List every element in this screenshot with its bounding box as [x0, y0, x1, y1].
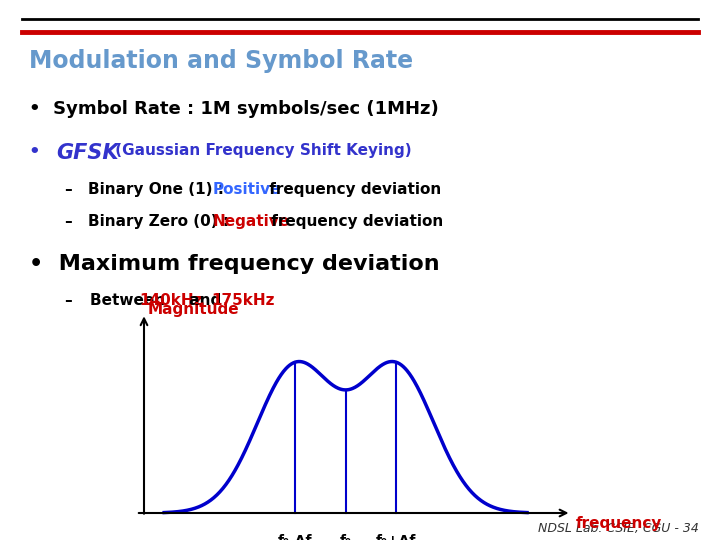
Text: Magnitude: Magnitude	[148, 302, 240, 317]
Text: –: –	[65, 214, 83, 230]
Text: Binary One (1) :: Binary One (1) :	[88, 182, 229, 197]
Text: •  Maximum frequency deviation: • Maximum frequency deviation	[29, 254, 439, 274]
Text: NDSL Lab. CSIE, CGU - 34: NDSL Lab. CSIE, CGU - 34	[538, 522, 698, 535]
Text: Modulation and Symbol Rate: Modulation and Symbol Rate	[29, 49, 413, 72]
Text: •  Symbol Rate : 1M symbols/sec (1MHz): • Symbol Rate : 1M symbols/sec (1MHz)	[29, 100, 438, 118]
Text: Negative: Negative	[212, 214, 289, 230]
Text: GFSK: GFSK	[56, 143, 119, 163]
Text: Between: Between	[90, 293, 171, 308]
Text: f₀: f₀	[340, 535, 351, 540]
Text: –: –	[65, 293, 83, 308]
Text: Binary Zero (0) :: Binary Zero (0) :	[88, 214, 234, 230]
Text: •: •	[29, 143, 53, 161]
Text: f₀+Δf: f₀+Δf	[376, 535, 416, 540]
Text: frequency deviation: frequency deviation	[264, 182, 441, 197]
Text: Positive: Positive	[212, 182, 281, 197]
Text: frequency: frequency	[575, 516, 662, 531]
Text: f₀-Δf: f₀-Δf	[278, 535, 312, 540]
Text: –: –	[65, 182, 83, 197]
Text: 140kHz: 140kHz	[139, 293, 202, 308]
Text: (Gaussian Frequency Shift Keying): (Gaussian Frequency Shift Keying)	[110, 143, 412, 158]
Text: frequency deviation: frequency deviation	[266, 214, 444, 230]
Text: and: and	[184, 293, 227, 308]
Text: 175kHz: 175kHz	[212, 293, 275, 308]
